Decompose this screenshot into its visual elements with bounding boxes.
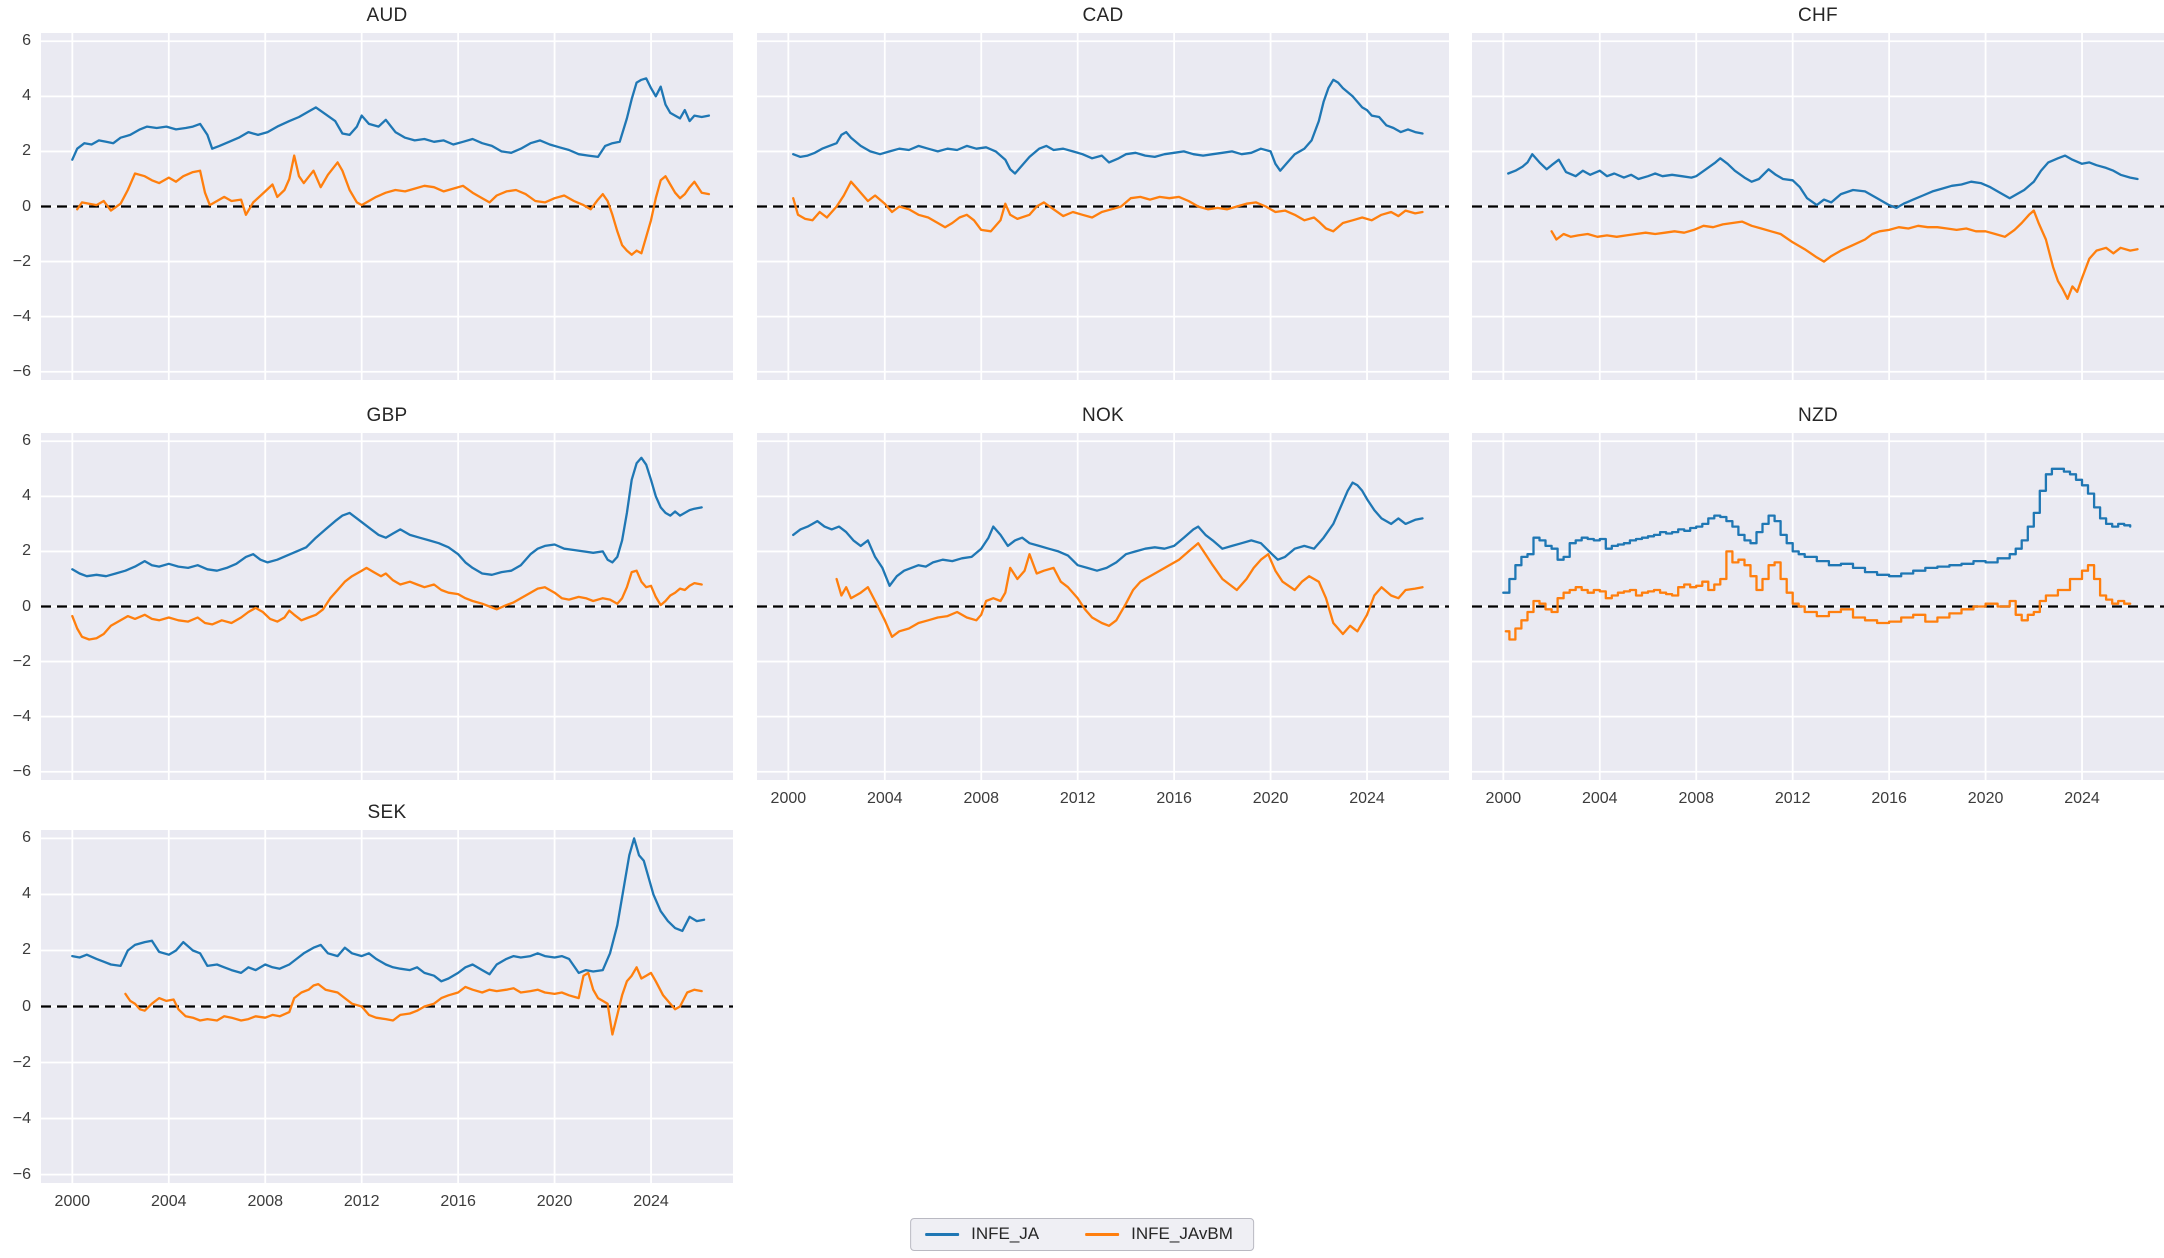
legend-item-infe-javbm: INFE_JAvBM <box>1085 1224 1233 1244</box>
y-tick-label: −6 <box>12 1165 31 1183</box>
y-tick-label: 4 <box>22 885 31 903</box>
series-line-infe-ja <box>792 481 1424 587</box>
series-line-infe-javbm <box>1550 209 2139 300</box>
series-line-infe-ja <box>71 77 711 161</box>
y-tick-label: −2 <box>12 1053 31 1071</box>
y-tick-label: −2 <box>12 252 31 270</box>
series-line-infe-javbm <box>1504 550 2132 641</box>
chart-canvas-gbp <box>41 433 733 780</box>
x-tick-label: 2016 <box>1156 790 1192 807</box>
panel-cad <box>757 33 1449 380</box>
legend-line-sample-orange <box>1085 1232 1120 1236</box>
x-tick-label: 2024 <box>2064 790 2100 807</box>
chart-canvas-aud <box>41 33 733 380</box>
y-tick-label: 2 <box>22 941 31 959</box>
x-tick-label: 2000 <box>1485 790 1522 807</box>
panel-chf <box>1472 33 2164 380</box>
legend-line-sample-blue <box>925 1232 960 1236</box>
x-tick-label: 2004 <box>150 1193 187 1210</box>
x-tick-label: 2008 <box>1678 790 1715 807</box>
panel-sek <box>41 830 733 1183</box>
chart-canvas-nok <box>757 433 1449 780</box>
series-line-infe-ja <box>1502 467 2132 594</box>
x-tick-label: 2012 <box>1774 790 1811 807</box>
panel-nzd <box>1472 433 2164 780</box>
y-tick-label: −2 <box>12 652 31 670</box>
x-tick-label: 2020 <box>536 1193 573 1210</box>
x-tick-label: 2020 <box>1967 790 2004 807</box>
panel-aud <box>41 33 733 380</box>
chart-canvas-chf <box>1472 33 2164 380</box>
y-tick-label: 0 <box>22 997 31 1015</box>
legend-label-infe-ja: INFE_JA <box>971 1224 1040 1243</box>
legend-label-infe-javbm: INFE_JAvBM <box>1131 1224 1233 1243</box>
chart-canvas-nzd <box>1472 433 2164 780</box>
chart-canvas-cad <box>757 33 1449 380</box>
series-line-infe-ja <box>71 837 706 983</box>
y-tick-label: −6 <box>12 762 31 780</box>
panel-title-sek: SEK <box>367 802 407 823</box>
x-tick-label: 2008 <box>247 1193 284 1210</box>
y-tick-label: −4 <box>12 707 31 725</box>
series-line-infe-javbm <box>835 542 1424 638</box>
y-tick-label: 0 <box>22 197 31 215</box>
x-tick-label: 2012 <box>343 1193 380 1210</box>
y-tick-label: −6 <box>12 362 31 380</box>
chart-canvas-sek <box>41 830 733 1183</box>
panel-title-cad: CAD <box>1082 5 1124 26</box>
series-line-infe-javbm <box>124 966 703 1036</box>
series-line-infe-ja <box>792 78 1424 175</box>
legend: INFE_JA INFE_JAvBM <box>910 1218 1254 1251</box>
series-line-infe-ja <box>1507 153 2139 210</box>
y-tick-label: 4 <box>22 487 31 505</box>
x-tick-label: 2024 <box>633 1193 669 1210</box>
panel-title-gbp: GBP <box>366 405 408 426</box>
x-tick-label: 2012 <box>1059 790 1096 807</box>
panel-nok <box>757 433 1449 780</box>
panel-title-nok: NOK <box>1081 405 1125 426</box>
x-tick-label: 2000 <box>54 1193 91 1210</box>
y-tick-label: −4 <box>12 307 31 325</box>
panel-gbp <box>41 433 733 780</box>
y-tick-label: −4 <box>12 1109 31 1127</box>
x-tick-label: 2024 <box>1349 790 1385 807</box>
y-tick-label: 0 <box>22 597 31 615</box>
y-tick-label: 4 <box>22 87 31 105</box>
x-tick-label: 2016 <box>440 1193 476 1210</box>
y-tick-label: 6 <box>22 32 31 50</box>
x-tick-label: 2008 <box>963 790 1000 807</box>
y-tick-label: 2 <box>22 542 31 560</box>
x-tick-label: 2020 <box>1252 790 1289 807</box>
legend-item-infe-ja: INFE_JA <box>925 1224 1039 1244</box>
panel-title-chf: CHF <box>1798 5 1838 26</box>
y-tick-label: 6 <box>22 432 31 450</box>
series-line-infe-ja <box>71 456 703 578</box>
series-line-infe-javbm <box>792 180 1424 233</box>
series-line-infe-javbm <box>76 154 711 256</box>
x-tick-label: 2000 <box>770 790 807 807</box>
panel-title-aud: AUD <box>366 5 408 26</box>
y-tick-label: 2 <box>22 142 31 160</box>
y-tick-label: 6 <box>22 829 31 847</box>
x-tick-label: 2016 <box>1871 790 1907 807</box>
panel-title-nzd: NZD <box>1798 405 1838 426</box>
series-line-infe-javbm <box>71 566 703 641</box>
x-tick-label: 2004 <box>866 790 903 807</box>
x-tick-label: 2004 <box>1581 790 1618 807</box>
